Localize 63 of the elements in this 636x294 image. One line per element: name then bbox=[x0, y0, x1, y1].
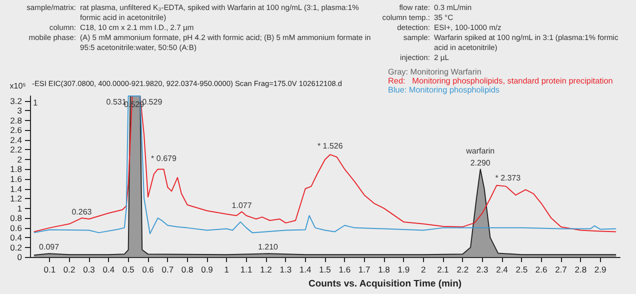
x-tick-label: 1.5 bbox=[319, 264, 332, 275]
annotation: warfarin bbox=[465, 146, 495, 156]
x-tick-label: 1.6 bbox=[338, 264, 351, 275]
x-tick-label: 1.1 bbox=[240, 264, 253, 275]
y-tick-label: 2.2 bbox=[10, 144, 22, 155]
y-tick-label: 1.4 bbox=[10, 184, 22, 194]
x-tick-label: 1.3 bbox=[280, 264, 292, 275]
y-axis-title: x10⁵ bbox=[10, 82, 26, 90]
y-tick-label: 2.6 bbox=[10, 125, 22, 136]
x-tick-label: 1 bbox=[224, 264, 230, 275]
x-tick-label: 0.8 bbox=[181, 264, 194, 275]
annotation: * 1.526 bbox=[317, 142, 344, 151]
annotation: 0.263 bbox=[72, 208, 92, 217]
y-tick-label: 2.4 bbox=[10, 134, 22, 145]
text: Gray: Monitoring Warfarin bbox=[388, 68, 482, 76]
x-tick-label: 2.1 bbox=[437, 264, 450, 275]
y-tick-label: 1.2 bbox=[10, 194, 22, 204]
y-tick-label: 3.2 bbox=[10, 96, 22, 106]
annotation: 1.210 bbox=[258, 242, 279, 252]
y-tick-label: 0.8 bbox=[10, 213, 22, 224]
y-tick-label: 1.8 bbox=[10, 164, 22, 174]
x-tick-label: 2.9 bbox=[594, 264, 607, 275]
x-tick-label: 0.4 bbox=[102, 264, 115, 275]
x-axis-title: Counts vs. Acquisition Time (min) bbox=[308, 278, 462, 290]
y-tick-label: 3 bbox=[17, 106, 22, 116]
x-tick-label: 0.9 bbox=[201, 264, 214, 275]
annotation: 1 bbox=[33, 98, 38, 108]
y-tick-label: 0.6 bbox=[10, 222, 22, 233]
x-tick-label: 0.5 bbox=[122, 264, 135, 275]
x-tick-label: 1.4 bbox=[299, 264, 312, 275]
annotation: 0.097 bbox=[39, 242, 60, 252]
annotation: 1.077 bbox=[232, 201, 252, 210]
x-tick-label: 0.6 bbox=[142, 264, 154, 275]
annotation: * 2.373 bbox=[495, 173, 522, 182]
x-tick-label: 2.4 bbox=[496, 264, 508, 275]
x-tick-label: 2.7 bbox=[555, 264, 568, 275]
y-tick-label: 2 bbox=[17, 154, 22, 164]
text: Red: Monitoring phospholipids, standard protein precipitation bbox=[388, 76, 614, 86]
y-tick-label: 1.6 bbox=[10, 174, 22, 184]
annotation: 0.529 bbox=[142, 98, 163, 106]
x-tick-label: 1.2 bbox=[260, 264, 272, 275]
x-tick-label: 2.8 bbox=[574, 264, 587, 275]
y-tick-label: 0.4 bbox=[10, 232, 22, 243]
x-tick-label: 2.3 bbox=[476, 264, 489, 275]
y-tick-label: 0.2 bbox=[10, 242, 22, 252]
y-tick-label: 2.8 bbox=[10, 115, 22, 126]
annotation: * 0.679 bbox=[151, 154, 177, 163]
x-tick-label: 1.8 bbox=[378, 264, 390, 275]
x-tick-label: 0.1 bbox=[44, 264, 56, 275]
x-tick-label: 2.5 bbox=[516, 264, 528, 275]
x-tick-label: 0.7 bbox=[162, 264, 174, 275]
x-tick-label: 2.2 bbox=[456, 264, 469, 275]
y-tick-label: 0 bbox=[17, 252, 22, 262]
annotation: 2.290 bbox=[470, 158, 491, 168]
x-tick-label: 0.3 bbox=[83, 264, 96, 275]
annotation: 0.529 bbox=[124, 100, 145, 110]
x-tick-label: 1.7 bbox=[358, 264, 371, 275]
text: Blue: Monitoring phospholipids bbox=[388, 86, 500, 94]
x-tick-label: 1.9 bbox=[398, 264, 410, 275]
y-tick-label: 1 bbox=[17, 203, 22, 214]
x-tick-label: 2 bbox=[420, 264, 426, 275]
x-tick-label: 2.6 bbox=[535, 264, 548, 275]
x-tick-label: 0.2 bbox=[63, 264, 76, 275]
